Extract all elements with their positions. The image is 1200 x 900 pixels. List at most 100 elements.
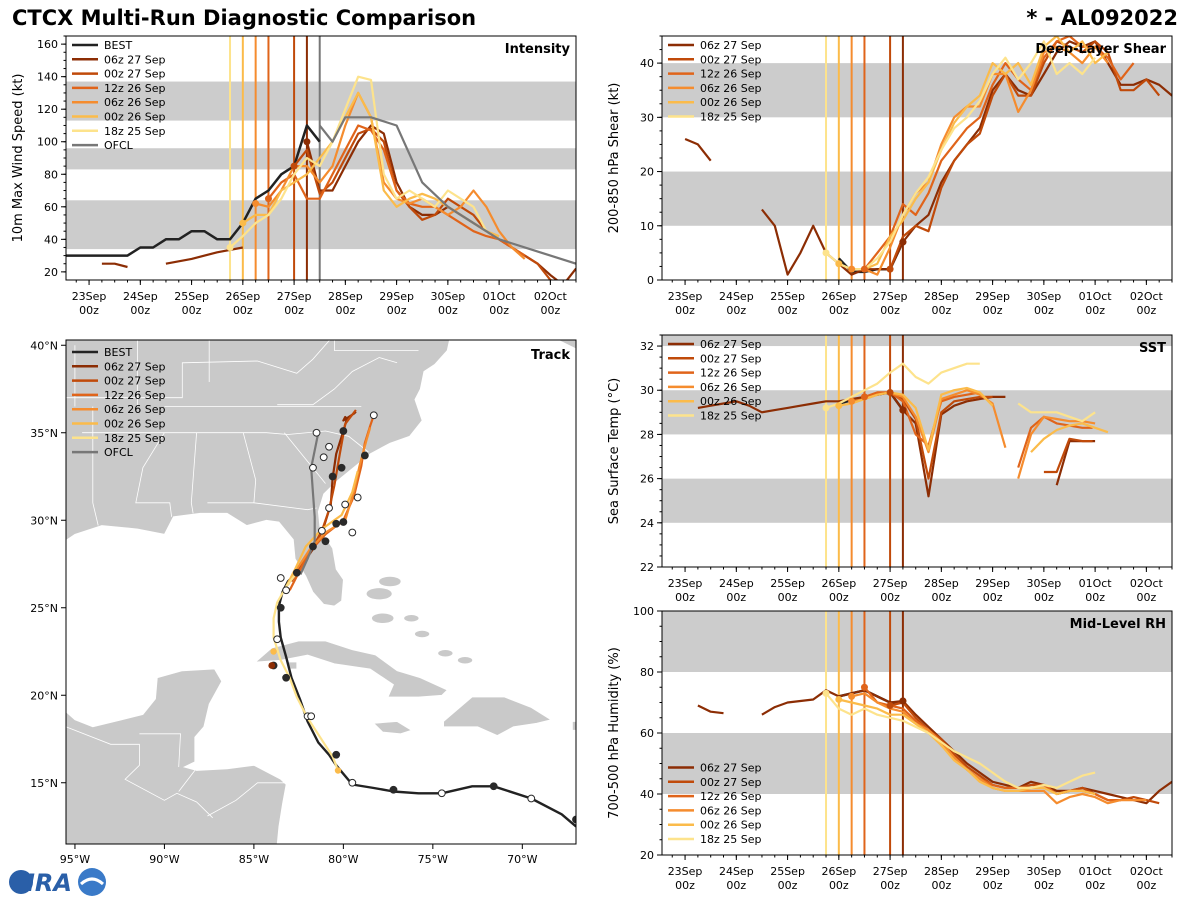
x-tick-sublabel: 00z xyxy=(778,304,798,317)
panel-title: Mid-Level RH xyxy=(1070,617,1166,632)
x-tick-sublabel: 00z xyxy=(540,304,560,317)
threshold-band xyxy=(662,611,1172,672)
series-line-18z-25-sep xyxy=(825,692,1096,789)
track-point-filled xyxy=(292,568,301,577)
track-map: 15°N 20°N 25°N 30°N 35°N 40°N 95°W 90°W 85°W 80°W… xyxy=(30,339,577,866)
panel-title: Deep-Layer Shear xyxy=(1035,42,1166,57)
track-point-hollow xyxy=(369,411,378,420)
x-tick-sublabel: 00z xyxy=(880,879,900,892)
series-line-00z-26-sep xyxy=(1030,422,1109,453)
legend-label: 06z 26 Sep xyxy=(104,403,166,416)
y-tick-label: 10 xyxy=(640,220,654,233)
legend-label: 00z 26 Sep xyxy=(700,395,762,408)
y-tick-label: 100 xyxy=(633,605,654,618)
panel-title: Track xyxy=(531,348,570,363)
map-area xyxy=(66,340,576,844)
x-tick-label: 01Oct xyxy=(1079,865,1113,878)
y-tick-label: 100 xyxy=(37,136,58,149)
threshold-band xyxy=(662,63,1172,118)
x-tick-label: 30Sep xyxy=(1026,290,1061,303)
series-line-00z-26-sep xyxy=(838,698,1096,796)
x-tick-label: 29Sep xyxy=(975,865,1010,878)
legend-label: 12z 26 Sep xyxy=(104,82,166,95)
track-point-hollow xyxy=(437,789,446,798)
series-line-12z-26-sep xyxy=(1017,415,1093,468)
legend-label: 06z 26 Sep xyxy=(104,96,166,109)
land-puerto-rico xyxy=(572,721,576,731)
series-line-00z-27-sep xyxy=(889,391,993,480)
track-point-hollow xyxy=(319,453,328,462)
x-tick-label: 26Sep xyxy=(821,865,856,878)
y-tick-label: 80 xyxy=(640,666,654,679)
legend-label: 06z 26 Sep xyxy=(700,82,762,95)
legend-label: 18z 25 Sep xyxy=(104,432,166,445)
land-jamaica xyxy=(372,721,413,735)
track-point-hollow xyxy=(341,500,350,509)
run-start-marker xyxy=(822,249,830,257)
track-point-hollow xyxy=(309,463,317,472)
legend-label: 06z 26 Sep xyxy=(700,381,762,394)
run-start-marker xyxy=(303,138,311,146)
x-tick-label: 30Sep xyxy=(1026,865,1061,878)
threshold-band xyxy=(662,478,1172,523)
run-start-marker xyxy=(848,265,856,273)
run-start-marker xyxy=(899,406,907,414)
run-start-marker xyxy=(835,695,843,703)
y-axis-label: 700-500 hPa Humidity (%) xyxy=(607,647,622,819)
legend-label: 12z 26 Sep xyxy=(104,389,166,402)
x-tick-label: 25Sep xyxy=(770,290,805,303)
x-tick-label: 26Sep xyxy=(821,290,856,303)
track-point-hollow xyxy=(273,635,282,644)
state-border xyxy=(66,726,213,819)
x-tick-sublabel: 00z xyxy=(983,591,1003,604)
legend-label: 00z 27 Sep xyxy=(104,375,166,388)
x-tick-sublabel: 00z xyxy=(675,879,695,892)
x-tick-sublabel: 00z xyxy=(79,304,99,317)
x-tick-sublabel: 00z xyxy=(1034,591,1054,604)
state-border xyxy=(190,432,197,514)
x-tick-sublabel: 00z xyxy=(726,591,746,604)
x-tick-sublabel: 00z xyxy=(1136,304,1156,317)
legend-label: BEST xyxy=(104,346,132,359)
x-tick-sublabel: 00z xyxy=(130,304,150,317)
y-tick-label: 20 xyxy=(44,266,58,279)
x-tick-sublabel: 00z xyxy=(1085,304,1105,317)
x-tick-label: 24Sep xyxy=(719,577,754,590)
sst-chart: 22242628303223Sep00z24Sep00z25Sep00z26Se… xyxy=(607,334,1173,604)
legend-label: 00z 26 Sep xyxy=(700,96,762,109)
x-tick-label: 25Sep xyxy=(174,290,209,303)
legend-label: 06z 27 Sep xyxy=(700,338,762,351)
x-tick-sublabel: 00z xyxy=(1085,879,1105,892)
x-tick-label: 02Oct xyxy=(1130,865,1164,878)
series-line-18z-25-sep xyxy=(229,75,500,249)
x-tick-sublabel: 00z xyxy=(983,304,1003,317)
x-tick-label: 23Sep xyxy=(668,865,703,878)
legend-label: 06z 27 Sep xyxy=(700,39,762,52)
track-point-filled xyxy=(337,463,346,472)
x-tick-sublabel: 00z xyxy=(1085,591,1105,604)
land-hispaniola xyxy=(443,696,552,736)
lat-label: 15°N xyxy=(30,777,58,790)
x-tick-sublabel: 00z xyxy=(675,591,695,604)
y-tick-label: 20 xyxy=(640,849,654,862)
land-bahamas xyxy=(457,657,473,664)
run-start-marker xyxy=(264,195,272,203)
x-tick-label: 01Oct xyxy=(1079,290,1113,303)
y-tick-label: 24 xyxy=(640,517,654,530)
run-start-marker xyxy=(822,404,830,412)
lat-label: 30°N xyxy=(30,514,58,527)
cira-logo: IRA xyxy=(9,868,106,897)
legend-label: 00z 27 Sep xyxy=(700,53,762,66)
track-point-filled xyxy=(389,785,398,794)
run-start-marker xyxy=(886,388,894,396)
land-central-america xyxy=(66,668,287,844)
state-border xyxy=(283,432,326,484)
x-tick-sublabel: 00z xyxy=(931,304,951,317)
y-tick-label: 26 xyxy=(640,473,654,486)
legend-label: 18z 25 Sep xyxy=(700,410,762,423)
legend-label: 06z 26 Sep xyxy=(700,804,762,817)
x-tick-sublabel: 00z xyxy=(1136,591,1156,604)
land-bahamas xyxy=(371,613,394,624)
series-line-06z-27-sep xyxy=(697,704,724,715)
land-bahamas xyxy=(438,650,453,657)
